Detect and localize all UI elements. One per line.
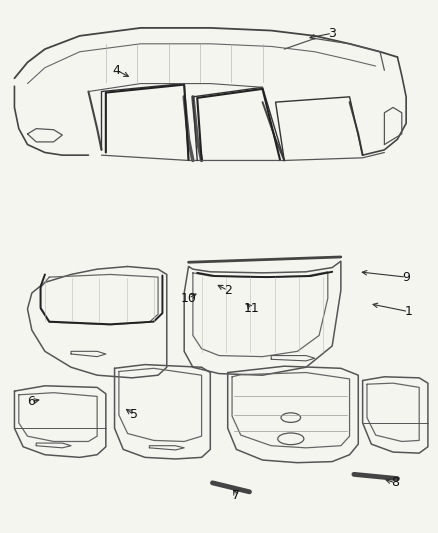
Text: 4: 4	[113, 64, 120, 77]
Text: 5: 5	[130, 408, 138, 422]
Text: 2: 2	[224, 284, 232, 297]
Text: 9: 9	[402, 271, 410, 284]
Text: 3: 3	[328, 27, 336, 39]
Text: 1: 1	[404, 305, 412, 318]
Text: 6: 6	[27, 395, 35, 408]
Text: 11: 11	[244, 302, 260, 316]
Text: 10: 10	[180, 292, 197, 305]
Text: 7: 7	[233, 489, 240, 502]
Text: 8: 8	[391, 477, 399, 489]
